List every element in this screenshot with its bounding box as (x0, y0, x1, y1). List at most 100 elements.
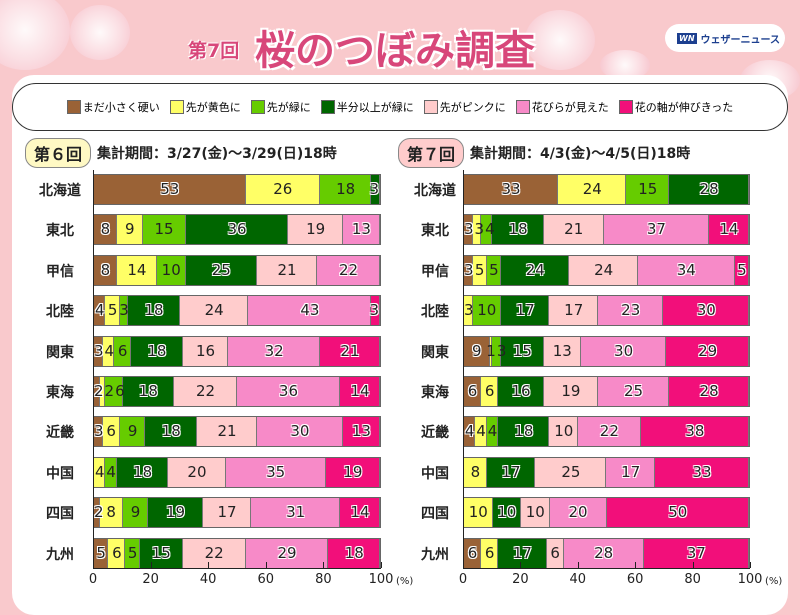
bar-segment-value: 18 (514, 422, 534, 441)
bar-segment (202, 498, 252, 528)
bar-segment (486, 417, 499, 447)
stacked-bar: 3 3 4 18 21 37 14 (463, 214, 750, 246)
bar-segment-value: 15 (154, 220, 174, 239)
region-label: 北陸 (46, 304, 74, 321)
bar-segment-value: 24 (594, 260, 614, 279)
legend-swatch (320, 100, 335, 114)
legend-item: 半分以上が緑に (320, 99, 414, 115)
bar-segment-value: 21 (340, 341, 360, 360)
bar-segment-value: 18 (336, 180, 356, 198)
bar-segment-value: 8 (106, 503, 116, 522)
bar-segment-value: 20 (568, 503, 588, 522)
region-label: 四国 (421, 506, 449, 523)
bar-segment-value: 9 (130, 503, 141, 522)
legend-item: まだ小さく硬い (66, 99, 160, 115)
bar-segment-value: 17 (564, 301, 584, 320)
bar-segment (489, 336, 493, 366)
stacked-bar: 53 26 18 3 (93, 174, 381, 205)
region-label: 東北 (421, 223, 449, 240)
region-label: 四国 (46, 506, 74, 523)
bar-segment-value: 25 (561, 462, 581, 481)
x-tick-label: 80 (684, 572, 701, 587)
bar-segment-value: 19 (343, 462, 363, 481)
bar-segment (102, 336, 115, 366)
region-label: 甲信 (46, 263, 74, 280)
stacked-bar: 9 1 3 15 13 30 29 (463, 335, 750, 367)
region-label: 九州 (421, 546, 449, 563)
bar-segment-value: 17 (515, 301, 535, 320)
x-axis-unit: (%) (396, 576, 414, 587)
bar-segment-value: 33 (501, 180, 521, 198)
bar-segment (182, 336, 229, 366)
legend-label: 先が緑に (266, 101, 311, 114)
bar-segment (168, 457, 226, 487)
bar-segment (319, 175, 372, 204)
bar-segment-value: 15 (151, 543, 171, 562)
bar-segment-value: 30 (696, 301, 716, 320)
bar-segment (637, 255, 735, 285)
bar-segment-value: 43 (300, 301, 320, 320)
bar-segment (549, 296, 598, 326)
bar-segment (105, 457, 117, 487)
bar-segment (498, 377, 544, 406)
bar-segment-value: 14 (719, 220, 739, 239)
bar-segment-value: 1 (486, 341, 496, 360)
bar-segment-value: 21 (564, 220, 584, 239)
bar-segment (472, 255, 487, 285)
bar-segment (257, 255, 318, 285)
bar-segment (464, 498, 493, 528)
bar-segment-value: 25 (624, 382, 644, 400)
bar-segment (501, 255, 570, 285)
bar-segment-value: 18 (138, 382, 158, 400)
bar-segment-value: 6 (550, 543, 560, 562)
bar-segment (179, 296, 249, 326)
bar-segment-value: 3 (496, 341, 507, 360)
bar-segment-value: 30 (290, 422, 310, 441)
period-text: 集計期間：4/3(金)～4/5(日)18時 (470, 146, 691, 162)
region-label: 甲信 (421, 263, 449, 280)
x-axis-line (93, 568, 381, 569)
bar-segment (626, 175, 670, 204)
bar-segment (94, 417, 103, 447)
legend-swatch (66, 100, 81, 114)
bar-segment (501, 296, 550, 326)
bar-segment-value: 28 (594, 543, 614, 562)
bar-segment (501, 336, 544, 366)
bar-segment (108, 538, 126, 568)
bar-segment-value: 4 (464, 422, 475, 441)
stacked-bar: 6 6 17 6 28 37 (463, 537, 750, 569)
legend-item: 先がピンクに (423, 99, 506, 115)
stacked-bar: 3 10 17 17 23 30 (463, 295, 750, 327)
bar-segment (597, 296, 664, 326)
bar-segment-value: 36 (227, 220, 247, 239)
stacked-bar: 33 24 15 28 (463, 174, 750, 205)
bar-segment-value: 15 (638, 180, 658, 198)
bar-segment (328, 538, 380, 568)
legend-item: 花の軸が伸びきった (618, 99, 733, 115)
x-tick (635, 562, 637, 568)
bar-segment (543, 377, 598, 406)
bar-segment-value: 36 (278, 382, 299, 400)
bar-segment (481, 215, 493, 245)
bar-segment (498, 417, 550, 447)
bar-segment (464, 296, 473, 326)
bar-segment-value: 9 (124, 220, 135, 239)
bar-segment (245, 175, 320, 204)
bar-segment (486, 457, 536, 487)
bar-segment-value: 5 (489, 260, 499, 279)
stacked-bar: 2 8 9 19 17 31 14 (93, 497, 381, 529)
bar-segment (185, 215, 289, 245)
bar-segment-value: 10 (161, 260, 181, 279)
x-tick (265, 562, 267, 568)
x-tick-label: 40 (199, 572, 217, 587)
bar-segment (535, 457, 607, 487)
bar-segment (663, 296, 749, 326)
bar-segment-value: 22 (195, 382, 216, 400)
bar-segment-value: 17 (512, 543, 532, 562)
x-tick (520, 562, 522, 568)
bar-segment-value: 34 (676, 260, 696, 279)
cherry-blossom-decoration (525, 10, 595, 70)
legend-label: まだ小さく硬い (82, 101, 160, 114)
bar-segment (122, 498, 149, 528)
bar-segment (174, 377, 237, 406)
